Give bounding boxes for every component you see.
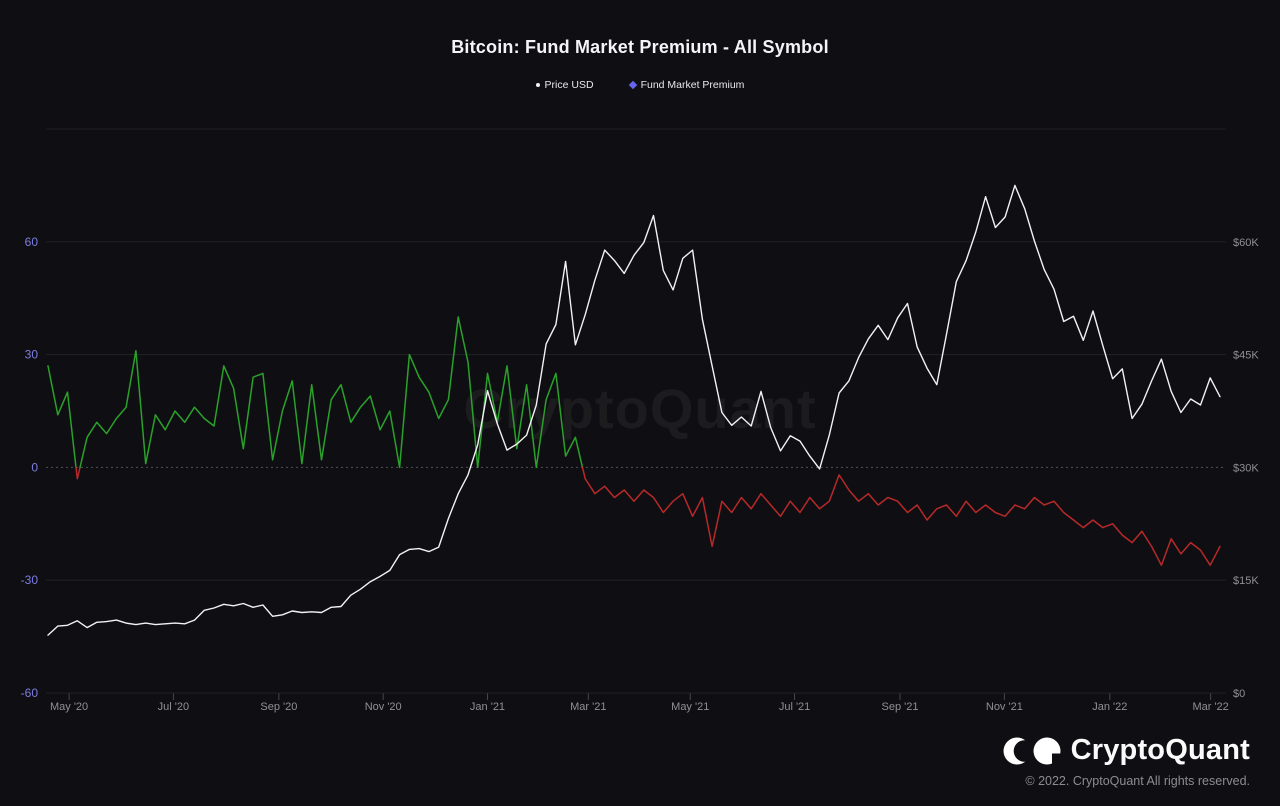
x-tick-label: Jul '21 — [779, 701, 810, 713]
x-tick-label: Sep '21 — [882, 701, 919, 713]
price-line-series — [47, 184, 1221, 636]
y-left-tick-label: 0 — [31, 460, 38, 474]
x-axis: May '20 Jul '20 Sep '20 Nov '20 Jan '21 Mar '… — [50, 693, 1229, 713]
premium-line-negative — [75, 466, 81, 480]
brand-row: CryptoQuant — [1003, 734, 1250, 767]
copyright-text: © 2022. CryptoQuant All rights reserved. — [1025, 774, 1250, 788]
legend-label-price-usd: Price USD — [544, 79, 594, 91]
legend-item-price-usd[interactable]: Price USD — [535, 79, 594, 91]
x-tick-label: Nov '20 — [365, 701, 402, 713]
y-right-tick-label: $15K — [1233, 575, 1259, 587]
premium-line-positive — [79, 316, 584, 469]
y-left-tick-label: 30 — [25, 348, 39, 362]
x-tick-label: Mar '22 — [1192, 701, 1228, 713]
y-left-tick-label: 60 — [25, 235, 39, 249]
price-dot-marker-icon — [535, 83, 540, 87]
y-right-tick-label: $60K — [1233, 237, 1259, 249]
cryptoquant-logo-icon[interactable] — [1003, 736, 1062, 766]
price-line — [47, 184, 1221, 636]
premium-line-series — [47, 316, 1221, 566]
x-tick-label: Nov '21 — [986, 701, 1023, 713]
premium-line-positive — [47, 365, 77, 469]
premium-line-negative — [581, 466, 1221, 566]
y-right-tick-label: $0 — [1233, 688, 1245, 700]
x-tick-label: May '20 — [50, 701, 88, 713]
y-right-tick-label: $30K — [1233, 462, 1259, 474]
y-axis-left: 60 30 0 -30 -60 — [21, 235, 39, 700]
y-left-tick-label: -30 — [21, 573, 39, 587]
y-right-tick-label: $45K — [1233, 350, 1259, 362]
x-tick-label: Jul '20 — [158, 701, 189, 713]
y-axis-right: $60K $45K $30K $15K $0 — [1233, 237, 1259, 700]
x-tick-label: Mar '21 — [570, 701, 606, 713]
brand-name[interactable]: CryptoQuant — [1070, 734, 1250, 766]
legend: Price USD Fund Market Premium — [0, 79, 1280, 91]
chart-canvas[interactable]: May '20 Jul '20 Sep '20 Nov '20 Jan '21 Mar '… — [0, 0, 1280, 740]
legend-item-fund-market-premium[interactable]: Fund Market Premium — [628, 79, 745, 91]
x-tick-label: Jan '21 — [470, 701, 505, 713]
x-tick-label: Jan '22 — [1092, 701, 1127, 713]
footer: CryptoQuant © 2022. CryptoQuant All righ… — [1003, 734, 1250, 788]
legend-label-fund-market-premium: Fund Market Premium — [640, 79, 745, 91]
x-tick-label: Sep '20 — [260, 701, 297, 713]
chart-title: Bitcoin: Fund Market Premium - All Symbo… — [451, 37, 829, 57]
gridlines — [46, 128, 1226, 694]
y-left-tick-label: -60 — [21, 686, 39, 700]
x-tick-label: May '21 — [671, 701, 709, 713]
